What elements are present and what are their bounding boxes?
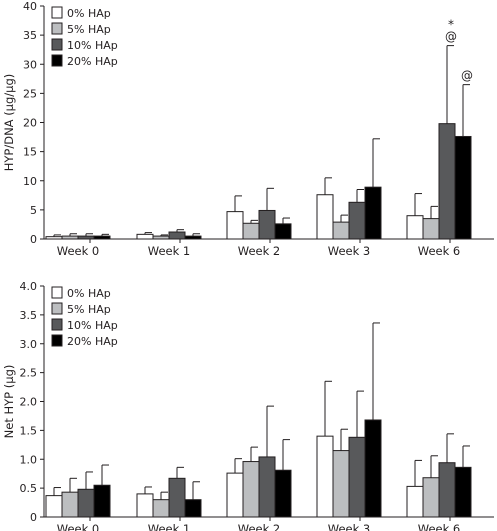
legend-label-10pct-hap: 10% HAp	[67, 39, 118, 52]
legend-label-5pct-hap: 5% HAp	[67, 23, 111, 36]
legend-label-20pct-hap: 20% HAp	[67, 55, 118, 68]
bar-5pct-hap-week-6	[422, 218, 440, 240]
bar-5pct-hap-week-6	[422, 477, 440, 518]
bar-0pct-hap-week-2	[226, 211, 244, 240]
y-tick-label: 15	[23, 146, 37, 159]
bar-20pct-hap-week-1	[184, 499, 202, 518]
x-tick-label-week-1: Week 1	[148, 244, 190, 258]
legend-label-0pct-hap: 0% HAp	[67, 287, 111, 300]
legend-swatch-20pct-hap	[51, 54, 63, 67]
y-tick-label: 25	[23, 87, 37, 100]
y-tick-label: 10	[23, 175, 37, 188]
bar-0pct-hap-week-2	[226, 472, 244, 518]
bar-20pct-hap-week-0	[93, 484, 111, 518]
bar-10pct-hap-week-6	[438, 123, 456, 240]
bar-10pct-hap-week-0	[77, 235, 95, 240]
y-tick-label: 2.5	[20, 367, 38, 380]
y-tick-label: 35	[23, 29, 37, 42]
bar-0pct-hap-week-1	[136, 233, 154, 240]
y-tick-label: 0.5	[20, 482, 38, 495]
x-tick-label-week-0: Week 0	[57, 244, 99, 258]
legend-swatch-0pct-hap	[51, 286, 63, 299]
chart-panel-2: 0 0.5 1.0 1.5 2.0 2.5 3.0 3.5 4.0 Net HYP (μg) Wee…	[2, 280, 494, 531]
x-tick-label-week-2: Week 2	[238, 522, 280, 531]
bar-5pct-hap-week-0	[61, 491, 79, 518]
bar-20pct-hap-week-6	[454, 135, 472, 240]
bar-10pct-hap-week-6	[438, 462, 456, 518]
bar-0pct-hap-week-1	[136, 493, 154, 518]
x-tick-label-week-3: Week 3	[328, 522, 370, 531]
significance-marker: @	[461, 69, 473, 83]
legend-swatch-0pct-hap	[51, 6, 63, 19]
bar-10pct-hap-week-1	[168, 231, 186, 240]
bar-10pct-hap-week-3	[348, 436, 366, 518]
x-tick-label-week-2: Week 2	[238, 244, 280, 258]
bar-5pct-hap-week-0	[61, 235, 79, 240]
legend-swatch-5pct-hap	[51, 302, 63, 315]
legend-label-10pct-hap: 10% HAp	[67, 319, 118, 332]
significance-marker: @	[445, 30, 457, 44]
legend-swatch-10pct-hap	[51, 38, 63, 51]
y-tick-label: 2.0	[20, 396, 38, 409]
legend-label-0pct-hap: 0% HAp	[67, 7, 111, 20]
bar-0pct-hap-week-0	[45, 495, 63, 518]
y-tick-label: 4.0	[20, 280, 38, 293]
bar-5pct-hap-week-1	[152, 235, 170, 240]
bar-20pct-hap-week-6	[454, 466, 472, 518]
chart-panel-1: 0 5 10 15 20 25 30 35 40 HYP/DNA (μg/μg) Week 0 Wee…	[2, 0, 494, 258]
legend-label-5pct-hap: 5% HAp	[67, 303, 111, 316]
y-tick-label: 40	[23, 0, 37, 13]
y-tick-label: 30	[23, 58, 37, 71]
bar-0pct-hap-week-3	[316, 435, 334, 518]
legend-swatch-20pct-hap	[51, 334, 63, 347]
bar-20pct-hap-week-3	[364, 186, 382, 240]
x-tick-label-week-3: Week 3	[328, 244, 370, 258]
bar-0pct-hap-week-3	[316, 194, 334, 240]
legend-swatch-10pct-hap	[51, 318, 63, 331]
bar-0pct-hap-week-6	[406, 215, 424, 240]
y-tick-label: 1.0	[20, 453, 38, 466]
bar-10pct-hap-week-0	[77, 488, 95, 518]
legend: 0% HAp 5% HAp 10% HAp 20% HAp	[51, 6, 118, 68]
x-tick-label-week-6: Week 6	[418, 522, 460, 531]
legend-label-20pct-hap: 20% HAp	[67, 335, 118, 348]
y-tick-label: 0	[30, 233, 37, 246]
bar-20pct-hap-week-2	[274, 223, 292, 240]
y-tick-label: 1.5	[20, 424, 38, 437]
bar-0pct-hap-week-0	[45, 236, 63, 240]
bar-20pct-hap-week-0	[93, 235, 111, 240]
legend: 0% HAp 5% HAp 10% HAp 20% HAp	[51, 286, 118, 348]
bar-20pct-hap-week-1	[184, 235, 202, 240]
x-tick-label-week-0: Week 0	[57, 522, 99, 531]
bar-0pct-hap-week-6	[406, 485, 424, 518]
bar-5pct-hap-week-3	[332, 450, 350, 518]
y-tick-label: 3.0	[20, 338, 38, 351]
legend-swatch-5pct-hap	[51, 22, 63, 35]
y-tick-label: 0	[30, 511, 37, 524]
x-tick-label-week-1: Week 1	[148, 522, 190, 531]
significance-marker: *	[448, 18, 454, 32]
bar-5pct-hap-week-1	[152, 499, 170, 518]
bar-10pct-hap-week-3	[348, 201, 366, 240]
y-axis-title: Net HYP (μg)	[2, 365, 16, 439]
bar-5pct-hap-week-2	[242, 222, 260, 240]
bar-20pct-hap-week-2	[274, 469, 292, 518]
bar-10pct-hap-week-2	[258, 209, 276, 240]
y-tick-label: 20	[23, 117, 37, 130]
x-tick-label-week-6: Week 6	[418, 244, 460, 258]
y-axis-title: HYP/DNA (μg/μg)	[2, 74, 16, 172]
bar-10pct-hap-week-1	[168, 477, 186, 518]
bar-5pct-hap-week-2	[242, 461, 260, 518]
bar-10pct-hap-week-2	[258, 456, 276, 518]
bar-20pct-hap-week-3	[364, 419, 382, 518]
bar-5pct-hap-week-3	[332, 221, 350, 240]
y-tick-label: 3.5	[20, 309, 38, 322]
y-tick-label: 5	[30, 204, 37, 217]
